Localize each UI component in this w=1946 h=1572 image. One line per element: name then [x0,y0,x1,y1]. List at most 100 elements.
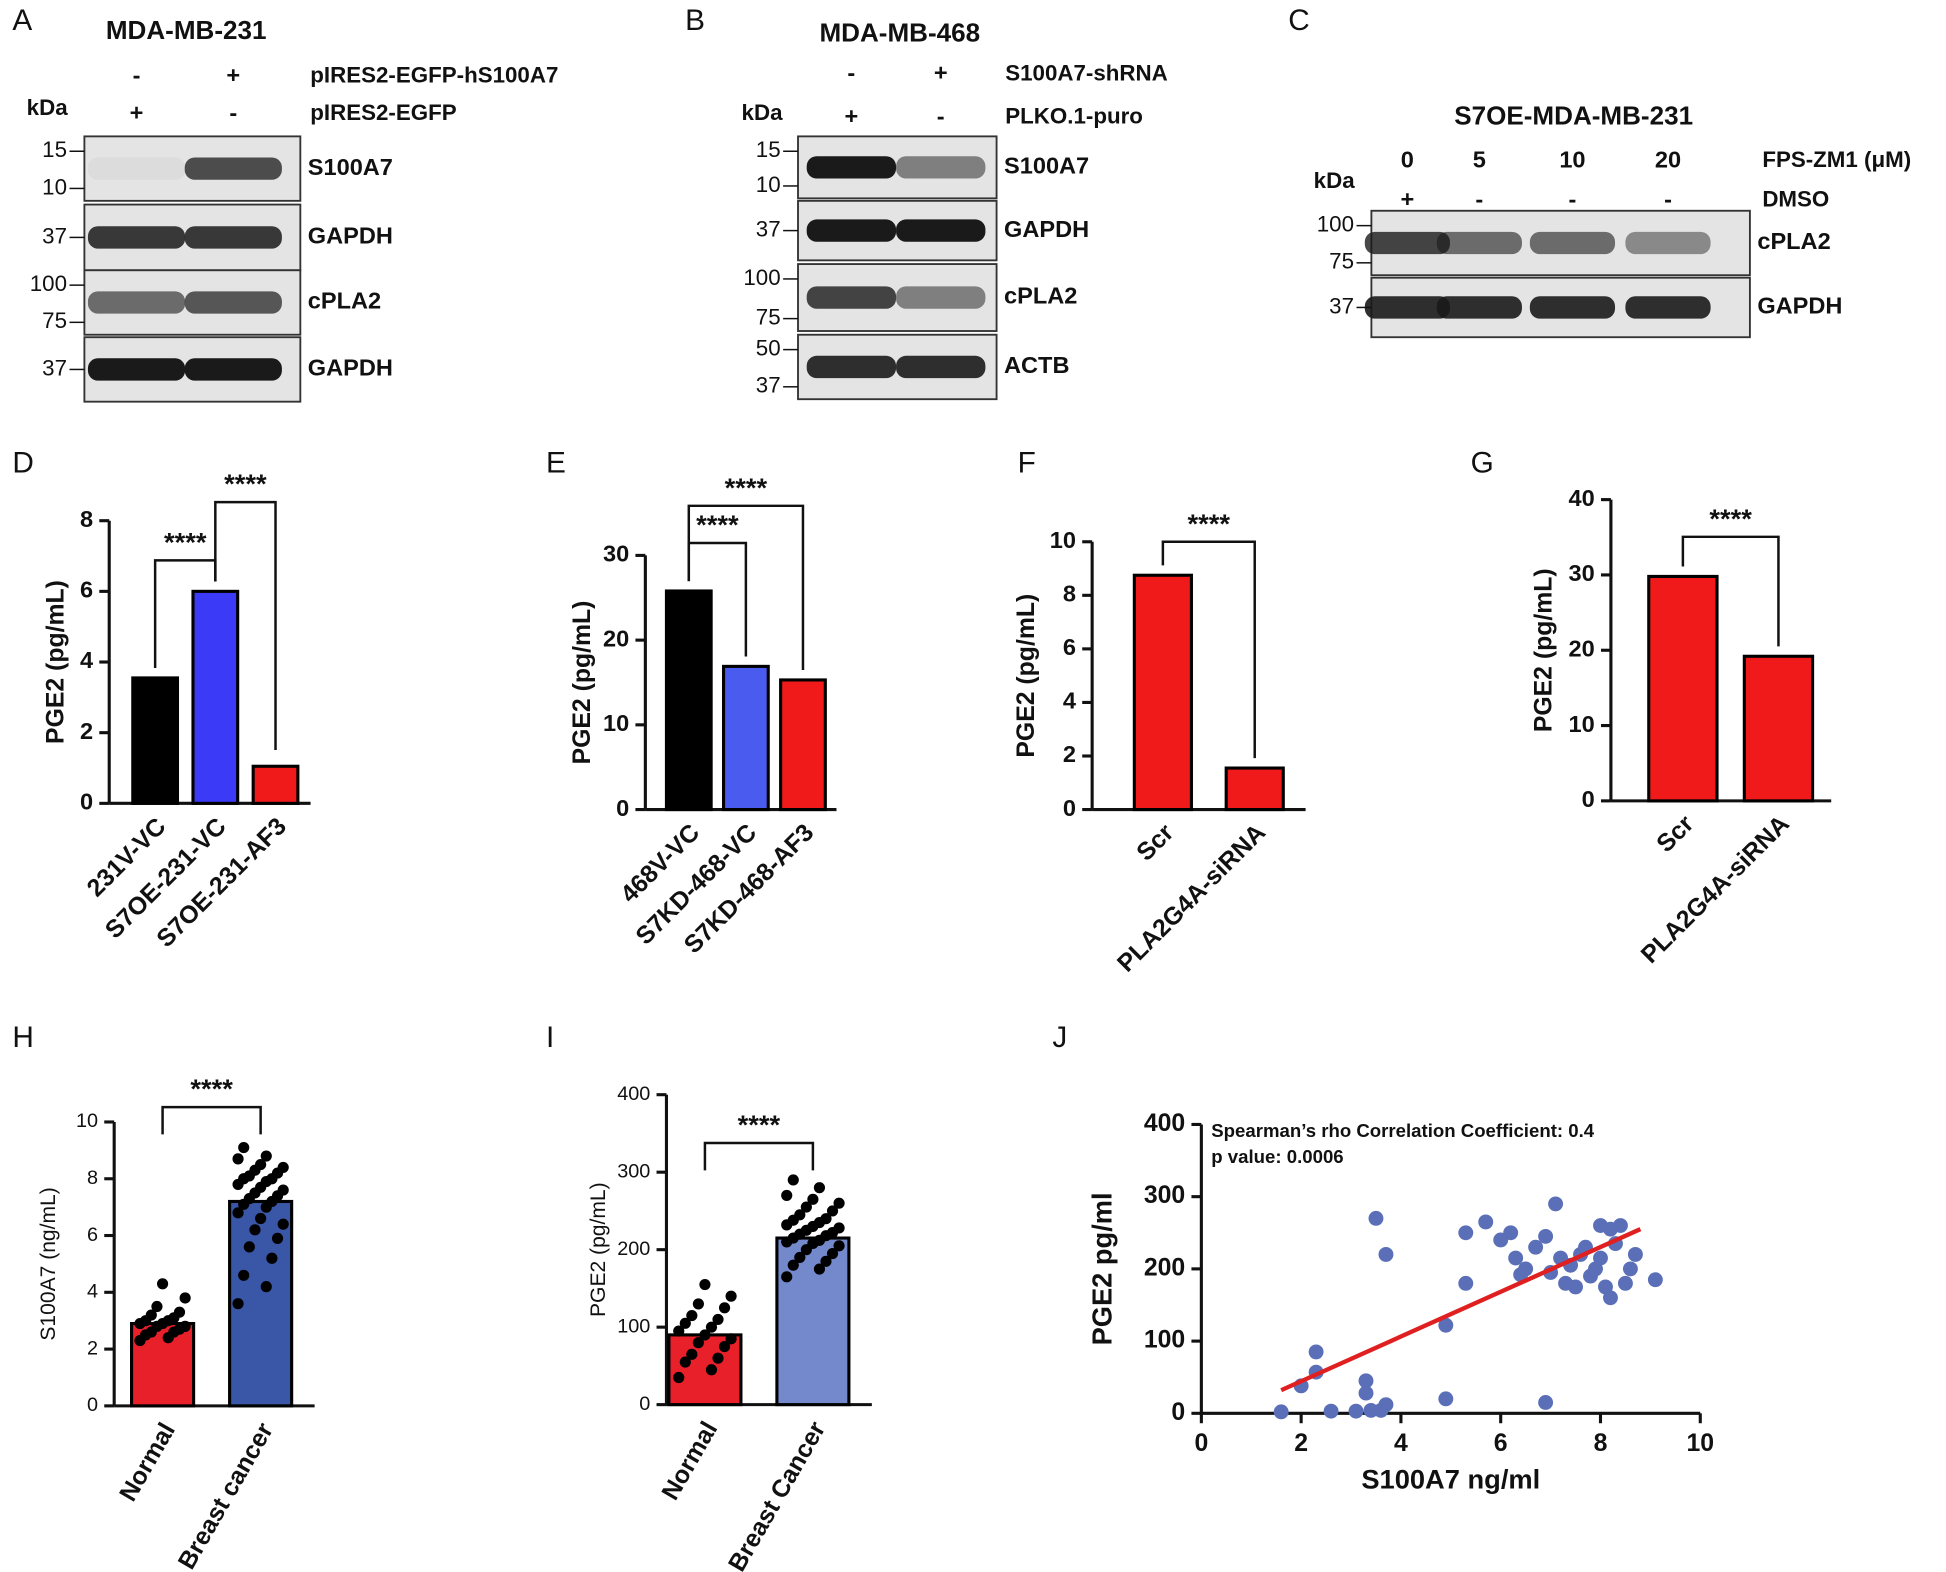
panel-letter: E [546,447,566,480]
significance-label: **** [224,468,267,499]
condition-label: FPS-ZM1 (μM) [1762,147,1911,172]
data-point [1438,1317,1454,1333]
annotation: Spearman’s rho Correlation Coefficient: … [1211,1120,1594,1141]
condition-sign: 20 [1655,146,1681,172]
data-point [260,1150,272,1162]
blot-band [1364,296,1450,319]
data-point [833,1197,845,1209]
blot-band [87,358,186,381]
x-tick-label: Normal [115,1418,181,1505]
bar [667,1333,743,1407]
condition-sign: + [844,103,858,129]
significance-bracket [703,1141,815,1171]
x-tick-label: Scr [1652,810,1700,858]
y-tick-label: 0 [80,789,93,815]
data-point [686,1348,698,1360]
protein-label: cPLA2 [308,288,381,314]
y-tick-label: 0 [616,795,629,821]
y-tick-label: 4 [1063,688,1076,714]
data-point [238,1141,250,1154]
data-point [807,1193,819,1205]
blot-band [1625,296,1711,319]
data-point [277,1218,289,1230]
x-tick-label: Normal [657,1417,723,1504]
y-tick-label: 400 [1144,1110,1185,1137]
marker-label: 75 [1329,249,1354,274]
y-tick-label: 100 [1144,1327,1185,1354]
blot-band [87,291,186,314]
data-point [699,1278,711,1291]
protein-label: cPLA2 [1757,228,1830,254]
data-point [781,1271,793,1283]
data-point [255,1158,267,1171]
bar [251,764,300,805]
marker-label: 100 [743,265,780,290]
data-point [1518,1261,1534,1277]
data-point [833,1240,845,1252]
y-tick-label: 8 [80,506,93,532]
data-point [277,1161,289,1173]
data-point [725,1333,737,1345]
y-axis-label: PGE2 pg/ml [1087,1192,1118,1345]
blot-title: MDA-MB-231 [106,15,267,45]
data-point [1378,1247,1394,1262]
data-point [179,1292,191,1304]
blot-band [896,156,986,179]
y-tick-label: 30 [603,541,629,567]
data-point [787,1259,799,1271]
protein-label: S100A7 [308,154,393,180]
data-point [1627,1247,1643,1262]
y-axis-label: PGE2 (pg/mL) [1531,568,1558,732]
data-point [813,1263,826,1275]
condition-sign: - [937,103,945,129]
bar [131,676,180,805]
data-point [1478,1214,1494,1230]
condition-sign: 10 [1559,146,1585,172]
x-axis-label: S100A7 ng/ml [1361,1464,1540,1495]
blot-band [184,157,282,180]
y-tick-label: 200 [1144,1254,1185,1281]
data-point [705,1364,718,1376]
marker-label: 37 [1329,293,1354,318]
data-point [255,1212,267,1225]
y-tick-label: 6 [80,577,93,603]
data-point [781,1189,793,1202]
panel-letter: C [1288,4,1310,37]
data-point [1458,1225,1474,1241]
data-point [718,1302,731,1314]
blot-band [896,219,986,242]
y-tick-label: 30 [1569,560,1595,586]
protein-label: GAPDH [1004,216,1089,242]
y-tick-label: 2 [80,718,93,744]
marker-label: 37 [42,355,67,380]
bar [775,1236,851,1407]
blot-band [896,355,986,379]
condition-sign: + [934,60,948,86]
blot-band [87,157,186,180]
data-point [271,1232,284,1244]
data-point [673,1371,685,1384]
marker-label: 50 [756,336,781,361]
bar [779,678,827,812]
data-point [1378,1397,1394,1413]
condition-sign: 0 [1401,146,1414,172]
data-point [1568,1279,1583,1295]
protein-label: ACTB [1004,352,1069,378]
panel-letter: I [546,1021,554,1054]
data-point [1528,1239,1544,1255]
data-point [266,1252,278,1264]
blot-band [1529,231,1616,255]
condition-label: pIRES2-EGFP-hS100A7 [310,63,558,88]
panel-letter: G [1471,447,1494,480]
blot-band [87,226,186,249]
data-point [1593,1250,1608,1266]
y-tick-label: 10 [76,1110,98,1132]
protein-label: GAPDH [1757,293,1842,319]
data-point [787,1174,799,1186]
bar [721,664,770,812]
y-axis-label: PGE2 (pg/mL) [587,1182,610,1317]
x-tick-label: 10 [1686,1430,1714,1457]
data-point [1617,1275,1633,1291]
y-tick-label: 10 [1050,527,1076,553]
condition-sign: + [130,99,144,125]
